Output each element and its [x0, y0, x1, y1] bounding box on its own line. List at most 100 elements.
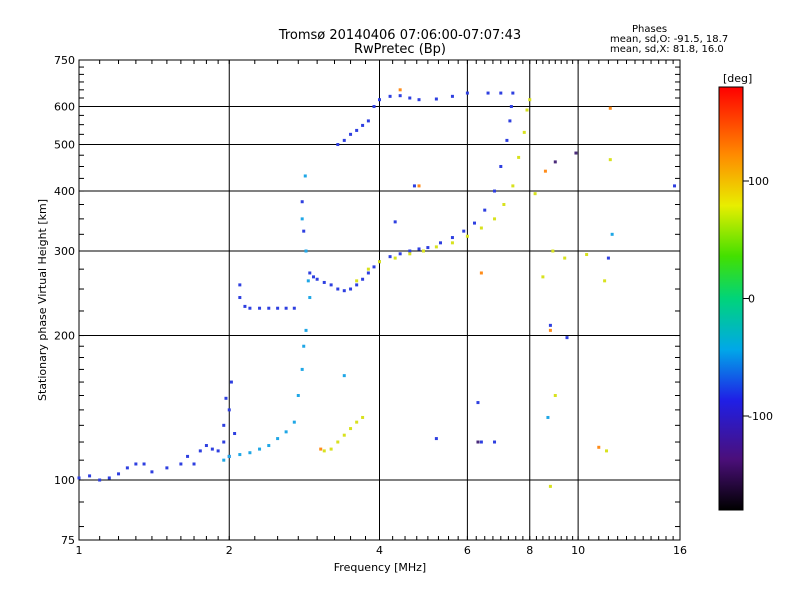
data-point — [216, 449, 220, 453]
colorbar-tick-label: -100 — [748, 410, 773, 423]
data-point — [142, 462, 146, 466]
data-point — [508, 119, 512, 123]
data-point — [329, 447, 333, 451]
data-point — [528, 98, 532, 102]
data-point — [522, 130, 526, 134]
data-point — [336, 287, 340, 291]
data-point — [224, 396, 228, 400]
data-point — [302, 229, 306, 233]
data-point — [238, 283, 242, 287]
data-point — [315, 277, 319, 281]
data-point — [574, 151, 578, 155]
data-point — [342, 138, 346, 142]
data-point — [502, 202, 506, 206]
data-point — [434, 245, 438, 249]
data-point — [304, 249, 308, 253]
y-tick-label: 300 — [54, 245, 75, 258]
data-point — [565, 336, 569, 340]
data-point — [465, 91, 469, 95]
data-point — [302, 344, 306, 348]
data-point — [300, 367, 304, 371]
data-point — [546, 415, 550, 419]
data-point — [355, 420, 359, 424]
data-point — [608, 158, 612, 162]
data-point — [292, 420, 296, 424]
data-point — [284, 306, 288, 310]
colorbar-tick-label: 0 — [748, 293, 755, 306]
data-point — [372, 105, 376, 109]
chart-subtitle: RwPretec (Bp) — [353, 42, 447, 57]
data-point — [553, 160, 557, 164]
y-axis-label: Stationary phase Virtual Height [km] — [36, 199, 49, 401]
data-point — [493, 189, 497, 193]
data-point — [548, 328, 552, 332]
data-point — [597, 445, 601, 449]
data-point — [222, 440, 226, 444]
data-point — [355, 283, 359, 287]
data-point — [378, 260, 381, 264]
data-point — [525, 108, 529, 112]
data-point — [248, 451, 252, 455]
y-tick-label: 600 — [54, 101, 75, 114]
data-point — [412, 184, 416, 188]
data-point — [472, 221, 476, 225]
data-point — [198, 449, 202, 453]
data-point — [322, 449, 326, 453]
data-point — [486, 91, 490, 95]
data-point — [450, 241, 454, 245]
x-tick-label: 16 — [673, 544, 687, 557]
data-point — [349, 287, 353, 291]
data-point — [342, 374, 346, 378]
data-point — [378, 98, 381, 102]
data-point — [465, 234, 469, 238]
data-point — [322, 280, 326, 284]
data-point — [388, 94, 392, 98]
colorbar-label: [deg] — [723, 72, 752, 85]
data-point — [125, 466, 129, 470]
data-point — [222, 458, 226, 462]
data-point — [292, 306, 296, 310]
x-tick-label: 10 — [571, 544, 585, 557]
data-point — [336, 143, 340, 147]
data-point — [311, 275, 315, 279]
data-point — [408, 96, 412, 100]
data-point — [276, 437, 280, 441]
data-point — [150, 470, 154, 474]
data-point — [303, 174, 307, 178]
y-tick-label: 400 — [54, 185, 75, 198]
data-point — [450, 236, 454, 240]
data-point — [336, 440, 340, 444]
data-point — [434, 437, 438, 441]
data-point — [229, 380, 233, 384]
data-point — [304, 328, 308, 332]
data-point — [179, 462, 183, 466]
data-point — [553, 394, 557, 398]
data-point — [476, 440, 480, 444]
data-point — [462, 229, 466, 233]
y-tick-label: 75 — [61, 534, 75, 547]
data-point — [342, 433, 346, 437]
data-point — [361, 123, 365, 127]
data-point — [505, 138, 509, 142]
data-point — [306, 279, 310, 283]
data-point — [605, 449, 609, 453]
data-point — [258, 447, 262, 451]
data-point — [511, 184, 515, 188]
colorbar — [718, 86, 744, 511]
data-point — [476, 401, 480, 405]
data-point — [233, 432, 237, 436]
data-point — [308, 296, 312, 300]
data-point — [349, 132, 353, 136]
data-point — [439, 241, 443, 245]
data-point — [541, 275, 545, 279]
data-point — [284, 430, 288, 434]
data-point — [204, 444, 208, 448]
chart-title: Tromsø 20140406 07:06:00-07:07:43 — [278, 28, 522, 43]
data-point — [222, 423, 226, 427]
data-point — [398, 252, 402, 256]
data-point — [366, 119, 370, 123]
data-point — [585, 253, 589, 257]
data-point — [673, 184, 677, 188]
data-point — [319, 447, 323, 451]
data-point — [493, 440, 497, 444]
